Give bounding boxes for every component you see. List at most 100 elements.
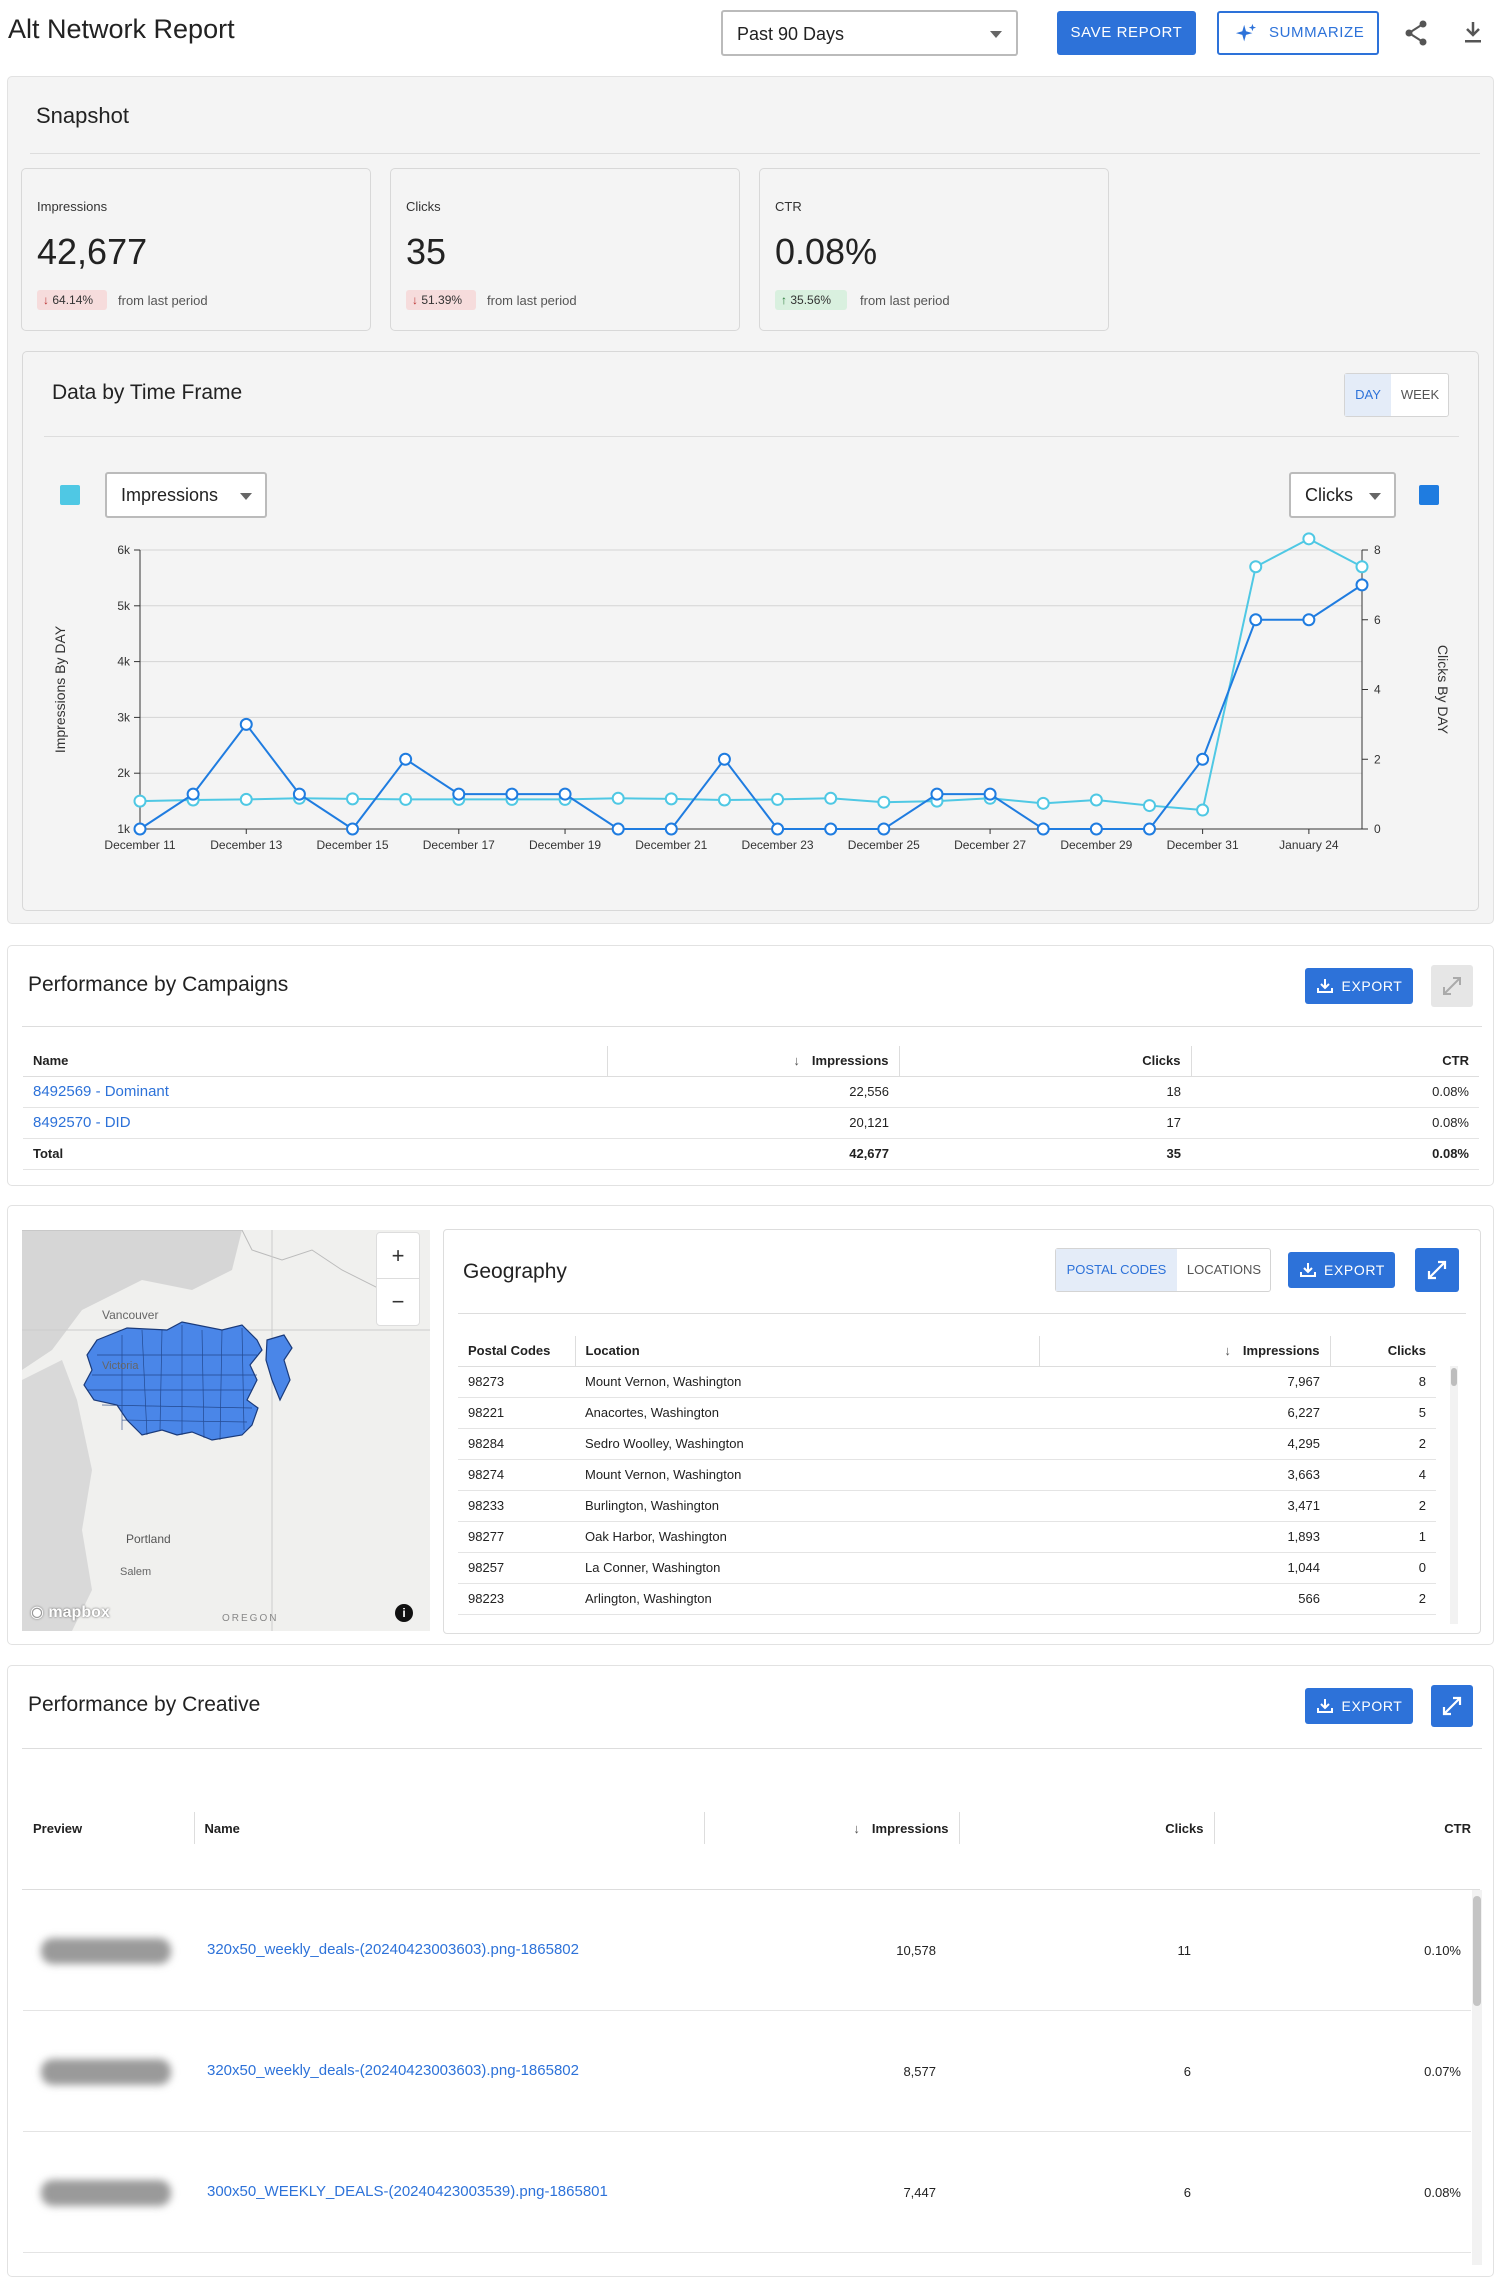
download-icon[interactable] <box>1463 20 1483 44</box>
data-point-left <box>1249 560 1263 574</box>
scrollbar-thumb[interactable] <box>1451 1368 1457 1386</box>
y-axis-label: Impressions By DAY <box>52 625 68 753</box>
download-icon <box>1317 979 1333 993</box>
cell-postal-code: 98221 <box>458 1397 575 1429</box>
column-header-impressions[interactable]: ↓ Impressions <box>607 1046 900 1077</box>
cell-location: Mount Vernon, Washington <box>575 1366 1039 1398</box>
timeframe-title: Data by Time Frame <box>52 381 243 404</box>
data-point-left <box>824 791 838 805</box>
column-header-clicks[interactable]: Clicks <box>1330 1336 1436 1367</box>
table-row: 320x50_weekly_deals-(20240423003603).png… <box>23 2011 1471 2132</box>
data-point-right <box>558 787 572 801</box>
x-tick-label: December 31 <box>1167 838 1239 852</box>
info-icon[interactable]: i <box>395 1604 413 1622</box>
creative-name-link[interactable]: 320x50_weekly_deals-(20240423003603).png… <box>207 1941 579 1958</box>
campaigns-table: Name ↓ Impressions Clicks CTR 8492569 - D… <box>23 1046 1479 1170</box>
date-range-select[interactable]: Past 90 Days <box>721 10 1018 56</box>
data-point-left <box>346 792 360 806</box>
creative-name-link[interactable]: 320x50_weekly_deals-(20240423003603).png… <box>207 2062 579 2079</box>
column-header-postal-codes[interactable]: Postal Codes <box>458 1336 576 1367</box>
creative-expand-button[interactable] <box>1431 1685 1473 1727</box>
scrollbar[interactable] <box>1450 1366 1458 1624</box>
column-header-ctr[interactable]: CTR <box>1444 1820 1471 1836</box>
cell-impressions: 1,893 <box>1039 1521 1330 1553</box>
sort-arrow-icon: ↓ <box>1224 1343 1231 1359</box>
cell-location: Anacortes, Washington <box>575 1397 1039 1429</box>
data-point-left <box>664 792 678 806</box>
chevron-down-icon <box>990 31 1002 38</box>
left-metric-select[interactable]: Impressions <box>105 472 267 518</box>
cell-location: Sedro Woolley, Washington <box>575 1428 1039 1460</box>
geography-export-button[interactable]: EXPORT <box>1288 1252 1395 1288</box>
scrollbar-thumb[interactable] <box>1473 1896 1481 2006</box>
y2-tick-label: 2 <box>1374 752 1381 766</box>
zoom-out-button[interactable]: − <box>391 1289 405 1314</box>
creative-card: Performance by Creative EXPORT Preview N… <box>7 1665 1494 2277</box>
creative-preview-thumbnail[interactable] <box>41 2059 171 2085</box>
scrollbar[interactable] <box>1472 1890 1482 2265</box>
time-frame-chart: 1k 2k 3k 4k 5k 6k 0 2 4 6 8 December 11 December 13 D… <box>52 532 1451 852</box>
campaign-name-link[interactable]: 8492569 - Dominant <box>23 1076 607 1108</box>
cell-postal-code: 98274 <box>458 1459 575 1491</box>
data-point-right <box>239 717 253 731</box>
divider <box>458 1313 1466 1314</box>
table-row: 98221 Anacortes, Washington 6,227 5 <box>458 1397 1436 1429</box>
day-week-toggle: DAY WEEK <box>1344 373 1449 417</box>
cell-ctr: 0.08% <box>1424 2185 1461 2200</box>
kpi-label: Clicks <box>406 199 441 214</box>
tab-week[interactable]: WEEK <box>1400 387 1440 402</box>
y-tick-label: 4k <box>117 655 131 669</box>
data-point-left <box>1036 796 1050 810</box>
cell-clicks: 11 <box>1177 1943 1192 1958</box>
geography-expand-button[interactable] <box>1415 1248 1459 1292</box>
campaign-name-link[interactable]: 8492570 - DID <box>23 1107 607 1139</box>
column-header-clicks[interactable]: Clicks <box>899 1046 1192 1077</box>
data-point-right <box>611 822 625 836</box>
column-header-impressions[interactable]: ↓ Impressions <box>1039 1336 1331 1367</box>
map-label-salem: Salem <box>120 1566 152 1578</box>
cell-impressions: 3,663 <box>1039 1459 1330 1491</box>
tab-locations[interactable]: LOCATIONS <box>1186 1262 1262 1277</box>
creative-export-button[interactable]: EXPORT <box>1305 1688 1413 1724</box>
table-row: 98223 Arlington, Washington 566 2 <box>458 1583 1436 1615</box>
data-point-right <box>664 822 678 836</box>
creative-preview-thumbnail[interactable] <box>41 1938 171 1964</box>
geography-card: Geography POSTAL CODES LOCATIONS EXPORT … <box>443 1229 1481 1634</box>
map-graphic <box>22 1230 430 1631</box>
geography-table: Postal Codes Location ↓ Impressions Click… <box>458 1336 1436 1615</box>
cell-impressions: 7,447 <box>903 2185 936 2200</box>
cell-clicks: 35 <box>899 1138 1191 1170</box>
x-tick-label: December 23 <box>742 838 814 852</box>
cell-clicks: 18 <box>899 1076 1191 1108</box>
table-row: 98273 Mount Vernon, Washington 7,967 8 <box>458 1366 1436 1398</box>
data-point-right <box>399 752 413 766</box>
column-header-location[interactable]: Location <box>575 1336 1040 1367</box>
tab-postal-codes[interactable]: POSTAL CODES <box>1056 1249 1177 1291</box>
share-icon[interactable] <box>1404 20 1428 46</box>
arrow-down-icon: ↓ <box>43 293 53 307</box>
save-report-button[interactable]: SAVE REPORT <box>1057 11 1196 55</box>
cell-ctr: 0.10% <box>1424 1943 1461 1958</box>
expand-button[interactable] <box>1431 965 1473 1007</box>
y-tick-label: 5k <box>117 599 131 613</box>
expand-icon <box>1443 977 1461 995</box>
creative-name-link[interactable]: 300x50_WEEKLY_DEALS-(20240423003539).png… <box>207 2183 608 2200</box>
column-header-ctr[interactable]: CTR <box>1191 1046 1479 1077</box>
summarize-button[interactable]: SUMMARIZE <box>1217 11 1379 55</box>
cell-clicks: 2 <box>1330 1583 1436 1615</box>
zoom-in-button[interactable]: + <box>377 1233 419 1279</box>
tab-day[interactable]: DAY <box>1345 374 1391 416</box>
column-header-name[interactable]: Name <box>194 1812 705 1844</box>
campaigns-export-button[interactable]: EXPORT <box>1305 968 1413 1004</box>
cell-clicks: 1 <box>1330 1521 1436 1553</box>
column-header-name[interactable]: Name <box>23 1046 608 1077</box>
column-header-impressions[interactable]: ↓ Impressions <box>704 1812 960 1844</box>
table-row: 98257 La Conner, Washington 1,044 0 <box>458 1552 1436 1584</box>
creative-preview-thumbnail[interactable] <box>41 2180 171 2206</box>
cell-clicks: 17 <box>899 1107 1191 1139</box>
map-view[interactable]: Vancouver Victoria Portland Salem OREGON… <box>22 1230 430 1631</box>
data-point-left <box>611 791 625 805</box>
column-header-clicks[interactable]: Clicks <box>959 1812 1215 1844</box>
right-metric-select[interactable]: Clicks <box>1289 472 1396 518</box>
sort-arrow-icon: ↓ <box>853 1820 860 1836</box>
